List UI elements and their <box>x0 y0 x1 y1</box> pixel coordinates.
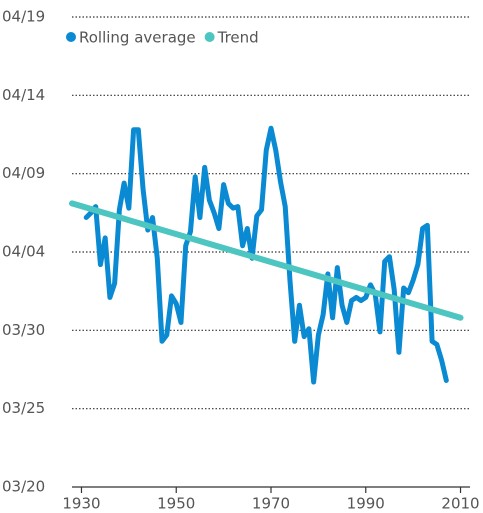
legend-marker <box>66 32 76 42</box>
x-tick-label: 1970 <box>252 495 290 513</box>
y-tick-label: 03/30 <box>2 321 45 339</box>
y-tick-label: 03/25 <box>2 399 45 417</box>
legend-text: Rolling average <box>79 29 196 47</box>
y-tick-label: 04/19 <box>2 8 45 26</box>
y-tick-label: 03/20 <box>2 478 45 496</box>
x-tick-label: 1930 <box>62 495 100 513</box>
legend-marker <box>204 32 215 42</box>
data-line <box>83 125 449 385</box>
data-line <box>69 200 464 321</box>
x-tick-label: 2010 <box>441 495 479 513</box>
x-tick-label: 1950 <box>157 495 195 513</box>
y-tick-label: 04/09 <box>2 164 45 182</box>
x-tick-label: 1990 <box>347 495 385 513</box>
legend-text: Trend <box>217 29 259 47</box>
y-tick-label: 04/04 <box>2 243 45 261</box>
y-tick-label: 04/14 <box>2 86 45 104</box>
